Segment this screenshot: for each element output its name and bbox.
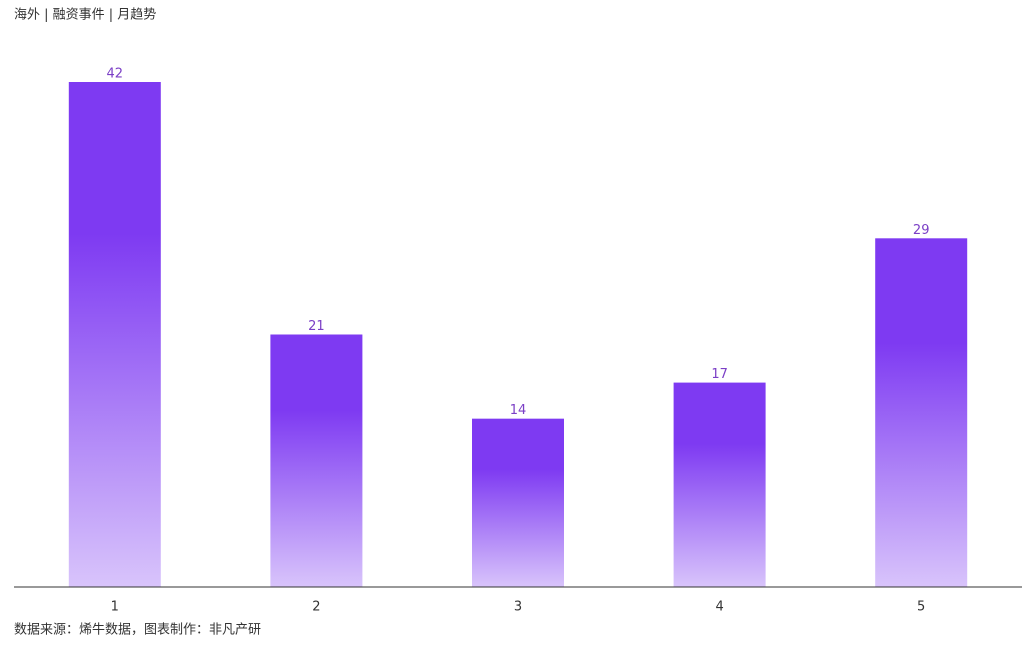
value-label: 42 [107,67,124,82]
x-tick-label: 3 [514,600,522,615]
value-label: 17 [711,367,728,382]
source-note: 数据来源：烯牛数据，图表制作：非凡产研 [14,623,261,638]
value-label: 21 [308,319,325,334]
bar [673,382,766,587]
x-tick-label: 1 [111,600,119,615]
x-tick-label: 4 [715,600,723,615]
x-tick-label: 5 [917,600,925,615]
bar [875,238,968,588]
value-label: 14 [510,403,527,418]
value-label: 29 [913,223,930,238]
bar [472,418,564,587]
chart-title: 海外 | 融资事件 | 月趋势 [14,7,156,23]
x-tick-label: 2 [312,600,320,615]
bar [270,334,363,587]
bar [68,82,161,587]
